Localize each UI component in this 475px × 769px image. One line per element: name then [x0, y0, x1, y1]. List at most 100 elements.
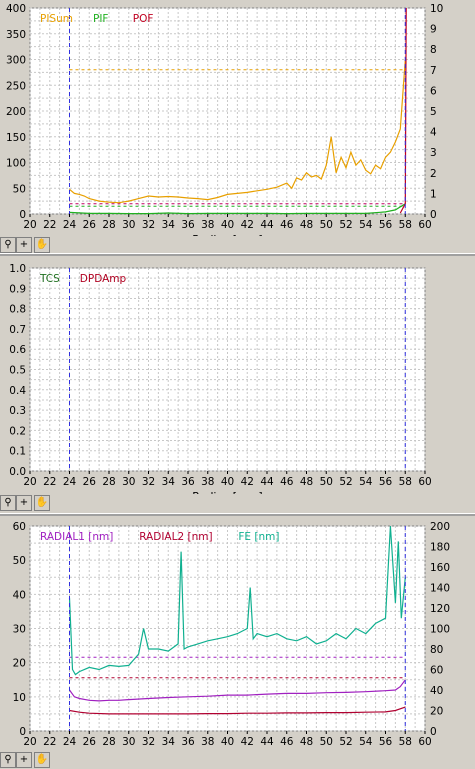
- y-tick-label: 0.9: [9, 283, 26, 295]
- x-tick-label: 44: [260, 219, 274, 231]
- y2-tick-label: 2: [430, 168, 437, 180]
- x-tick-label: 52: [339, 476, 352, 488]
- x-tick-label: 20: [23, 736, 36, 748]
- x-tick-label: 54: [359, 219, 373, 231]
- y2-tick-label: 10: [430, 3, 443, 15]
- chart-3-toolbar: ⚲ + ✋: [0, 751, 62, 769]
- x-tick-label: 42: [241, 219, 254, 231]
- x-tick-label: 46: [280, 736, 294, 748]
- x-tick-label: 20: [23, 476, 36, 488]
- y-tick-label: 0.0: [9, 466, 26, 478]
- x-tick-label: 30: [122, 476, 135, 488]
- radial-chart: 20 22 24 26 28 30 32 34 36 38 40 42 44 46 48 50 52 54 56 58…: [13, 521, 450, 751]
- pan-hand-icon[interactable]: ✋: [34, 752, 50, 768]
- x-tick-label: 30: [122, 219, 135, 231]
- series-line: [68, 525, 406, 676]
- y-tick-label: 50: [13, 183, 26, 195]
- legend-entry: FE [nm]: [238, 531, 279, 543]
- y-tick-label: 60: [13, 521, 26, 533]
- y2-tick-label: 4: [430, 127, 437, 139]
- y2-tick-label: 0: [430, 726, 437, 738]
- x-tick-label: 50: [320, 219, 333, 231]
- x-tick-label: 36: [181, 736, 195, 748]
- chart-2-toolbar: ⚲ + ✋: [0, 494, 62, 512]
- chart-1-toolbar: ⚲ + ✋: [0, 236, 62, 254]
- panel-divider-2[interactable]: [0, 513, 475, 516]
- crosshair-icon[interactable]: +: [16, 752, 32, 768]
- zoom-icon[interactable]: ⚲: [0, 495, 16, 511]
- x-tick-label: 22: [43, 476, 56, 488]
- x-tick-label: 24: [63, 476, 77, 488]
- x-tick-label: 24: [63, 736, 77, 748]
- x-tick-label: 56: [379, 736, 393, 748]
- y-tick-label: 0.5: [9, 365, 26, 377]
- y2-tick-label: 20: [430, 706, 443, 718]
- x-tick-label: 52: [339, 219, 352, 231]
- y-tick-label: 10: [13, 692, 26, 704]
- y2-tick-label: 7: [430, 65, 437, 77]
- y-tick-label: 150: [6, 132, 26, 144]
- x-tick-label: 32: [142, 476, 155, 488]
- x-tick-label: 58: [399, 736, 412, 748]
- x-tick-label: 38: [201, 219, 214, 231]
- y-tick-label: 0: [19, 209, 26, 221]
- x-axis-label: Radius [mm]: [192, 490, 262, 494]
- x-tick-label: 42: [241, 476, 254, 488]
- x-tick-label: 28: [102, 219, 115, 231]
- series-line: [69, 679, 406, 702]
- x-tick-label: 60: [418, 736, 431, 748]
- legend-entry: RADIAL2 [nm]: [139, 531, 212, 543]
- y-tick-label: 350: [6, 29, 26, 41]
- x-tick-label: 58: [399, 219, 412, 231]
- y2-tick-label: 8: [430, 44, 437, 56]
- y2-tick-label: 140: [430, 583, 450, 595]
- zoom-icon[interactable]: ⚲: [0, 752, 16, 768]
- legend-entry: POF: [133, 13, 154, 25]
- x-tick-label: 40: [221, 736, 234, 748]
- y2-tick-label: 5: [430, 106, 437, 118]
- y-tick-label: 0.2: [9, 425, 26, 437]
- x-tick-label: 20: [23, 219, 36, 231]
- x-tick-label: 42: [241, 736, 254, 748]
- legend-entry: PIF: [93, 13, 108, 25]
- y2-tick-label: 9: [430, 24, 437, 36]
- x-tick-label: 22: [43, 736, 56, 748]
- y-tick-label: 30: [13, 624, 26, 636]
- x-tick-label: 50: [320, 736, 333, 748]
- y2-tick-label: 40: [430, 685, 443, 697]
- x-tick-label: 50: [320, 476, 333, 488]
- y2-tick-label: 60: [430, 665, 443, 677]
- x-tick-label: 26: [83, 736, 97, 748]
- crosshair-icon[interactable]: +: [16, 495, 32, 511]
- pan-hand-icon[interactable]: ✋: [34, 237, 50, 253]
- x-tick-label: 26: [83, 476, 97, 488]
- y2-tick-label: 1: [430, 188, 437, 200]
- y2-tick-label: 100: [430, 624, 450, 636]
- x-tick-label: 60: [418, 219, 431, 231]
- x-tick-label: 46: [280, 219, 294, 231]
- y-tick-label: 0.1: [9, 446, 26, 458]
- x-tick-label: 26: [83, 219, 97, 231]
- x-tick-label: 48: [300, 476, 313, 488]
- legend-entry: DPDAmp: [80, 273, 127, 285]
- x-tick-label: 46: [280, 476, 294, 488]
- legend-entry: TCS: [39, 273, 60, 285]
- panel-divider-1[interactable]: [0, 253, 475, 256]
- y-tick-label: 400: [6, 3, 26, 15]
- y2-tick-label: 3: [430, 147, 437, 159]
- x-tick-label: 34: [162, 476, 176, 488]
- x-tick-label: 34: [162, 736, 176, 748]
- x-tick-label: 32: [142, 736, 155, 748]
- pan-hand-icon[interactable]: ✋: [34, 495, 50, 511]
- pisum-chart: 20 22 24 26 28 30 32 34 36 38 40 42 44 46 48 50 52 54 56 58…: [6, 3, 443, 236]
- x-tick-label: 40: [221, 219, 234, 231]
- series-line: [399, 7, 407, 214]
- crosshair-icon[interactable]: +: [16, 237, 32, 253]
- y-tick-label: 250: [6, 80, 26, 92]
- y2-tick-label: 120: [430, 603, 450, 615]
- y-tick-label: 0: [19, 726, 26, 738]
- tcs-chart: 20 22 24 26 28 30 32 34 36 38 40 42 44 46 48 50 52 54 56 58…: [9, 263, 431, 494]
- x-tick-label: 24: [63, 219, 77, 231]
- x-tick-label: 52: [339, 736, 352, 748]
- zoom-icon[interactable]: ⚲: [0, 237, 16, 253]
